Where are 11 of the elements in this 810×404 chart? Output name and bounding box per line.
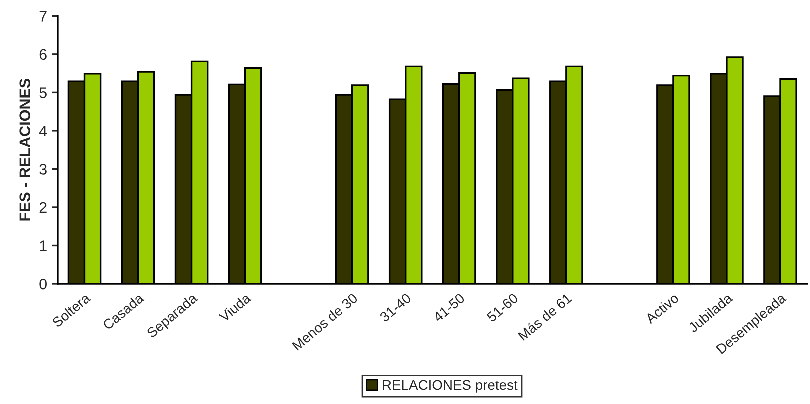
x-tick-label: Más de 61 bbox=[518, 292, 572, 342]
y-tick-label: 0 bbox=[40, 278, 47, 290]
legend-label: RELACIONES pretest bbox=[383, 380, 518, 393]
y-tick-label: 7 bbox=[40, 11, 47, 22]
y-tick-label: 3 bbox=[40, 164, 47, 175]
y-axis-title: FES - RELACIONES bbox=[20, 78, 31, 221]
y-tick-label: 4 bbox=[39, 126, 48, 136]
y-tick-label: 5 bbox=[40, 88, 47, 98]
y-tick-label: 2 bbox=[40, 202, 47, 214]
y-tick-label: 1 bbox=[40, 240, 47, 252]
y-tick-label: 6 bbox=[40, 49, 47, 60]
